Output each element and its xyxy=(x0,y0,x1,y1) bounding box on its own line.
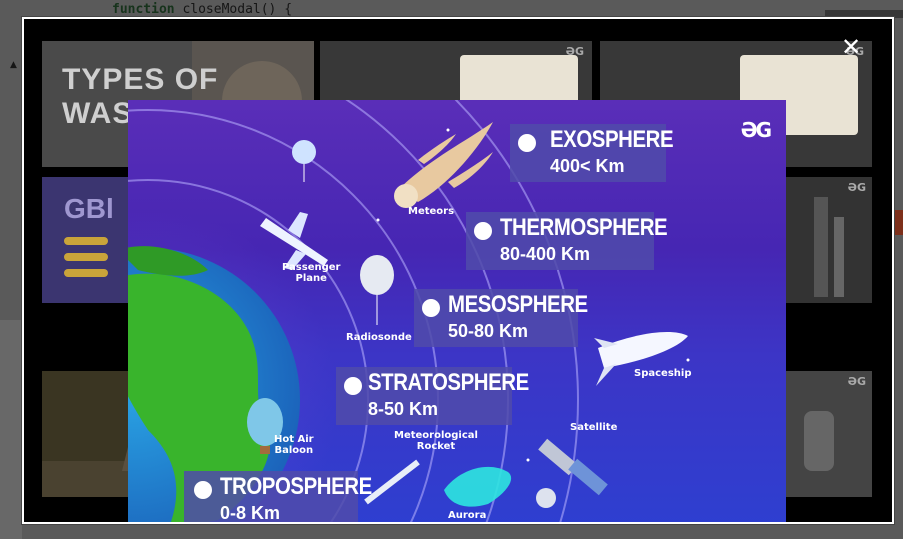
layer-altitude: 400< Km xyxy=(550,156,625,176)
layer-altitude: 50-80 Km xyxy=(448,321,529,341)
code-snippet: function closeModal() { xyxy=(112,2,292,17)
gg-logo-icon: ƏG xyxy=(847,375,866,388)
satellite-icon xyxy=(538,438,578,476)
mesosphere-label: MESOSPHERE 50-80 Km xyxy=(414,289,588,347)
code-text: closeModal() { xyxy=(174,2,293,17)
hot-air-balloon-label: Hot Air Baloon xyxy=(274,434,314,456)
satellite-label: Satellite xyxy=(570,422,618,433)
hot-air-balloon-icon xyxy=(247,398,283,446)
stratosphere-label: STRATOSPHERE 8-50 Km xyxy=(336,367,529,425)
earth-land-europe xyxy=(128,246,208,276)
infographic-art xyxy=(128,100,690,522)
meteors-label: Meteors xyxy=(408,206,455,217)
layer-bullet xyxy=(344,377,362,395)
gg-logo-icon: ƏG xyxy=(847,181,866,194)
layer-name: STRATOSPHERE xyxy=(368,369,529,396)
image-modal: ✕ TYPES OF WAS ƏG ƏG GBl xyxy=(22,17,894,524)
code-keyword: function xyxy=(112,2,175,17)
troposphere-label: TROPOSPHERE 0-8 Km xyxy=(184,471,372,523)
atmosphere-layers-image: ƏG EXOSPHERE 400< Km THERMOSPHERE 80-400… xyxy=(128,100,786,523)
gallery-thumbnail[interactable]: ƏG xyxy=(784,371,872,497)
thermosphere-ring xyxy=(454,100,579,522)
gg-logo-icon: ƏG xyxy=(740,118,772,142)
scroll-up-arrow-icon[interactable]: ▲ xyxy=(10,60,17,70)
rocket-launch-art xyxy=(814,197,844,297)
background-scrollbar xyxy=(0,320,22,539)
layer-bullet xyxy=(518,134,536,152)
spaceship-icon xyxy=(598,332,688,368)
layer-name: TROPOSPHERE xyxy=(220,473,372,500)
background-badge xyxy=(893,210,903,235)
layer-bullet xyxy=(474,222,492,240)
thumbnail-chip xyxy=(64,269,108,277)
gg-logo-icon: ƏG xyxy=(565,45,584,58)
layer-bullet xyxy=(194,481,212,499)
passenger-plane-icon xyxy=(260,218,328,266)
thumbnail-chip xyxy=(64,237,108,245)
earth-land-africa xyxy=(128,273,270,522)
aurora-label: Aurora xyxy=(448,510,487,521)
spaceship-label: Spaceship xyxy=(634,368,692,379)
gallery-thumbnail[interactable]: ƏG xyxy=(784,177,872,303)
thumbnail-title-line: TYPES OF xyxy=(62,63,219,96)
background-tab xyxy=(825,10,903,18)
close-icon[interactable]: ✕ xyxy=(840,33,862,61)
thumbnail-title-line: WAS xyxy=(62,97,134,130)
radiosonde-label: Radiosonde xyxy=(346,332,412,343)
layer-name: MESOSPHERE xyxy=(448,291,588,318)
layer-bullet xyxy=(422,299,440,317)
meteor-icon xyxy=(398,122,493,202)
gg-logo-icon: ƏG xyxy=(845,45,864,58)
microscope-art xyxy=(804,411,834,471)
layer-altitude: 80-400 Km xyxy=(500,244,591,264)
thumbnail-title: TYPES OF WAS xyxy=(62,63,218,131)
thumbnail-chip xyxy=(64,253,108,261)
layer-name: THERMOSPHERE xyxy=(500,214,668,241)
layer-altitude: 0-8 Km xyxy=(220,503,281,523)
passenger-plane-label: Passenger Plane xyxy=(282,262,341,284)
thermosphere-label: THERMOSPHERE 80-400 Km xyxy=(466,212,668,270)
radiosonde-icon xyxy=(360,255,394,295)
layer-altitude: 8-50 Km xyxy=(368,399,439,419)
weather-balloon-icon xyxy=(292,140,316,164)
aurora-icon xyxy=(444,466,512,507)
layer-name: EXOSPHERE xyxy=(550,126,674,153)
thumbnail-title: GBl xyxy=(64,193,114,224)
meteorological-rocket-icon xyxy=(364,459,420,505)
meteorological-rocket-label: Meteorological Rocket xyxy=(394,430,478,452)
exosphere-label: EXOSPHERE 400< Km xyxy=(510,124,674,182)
